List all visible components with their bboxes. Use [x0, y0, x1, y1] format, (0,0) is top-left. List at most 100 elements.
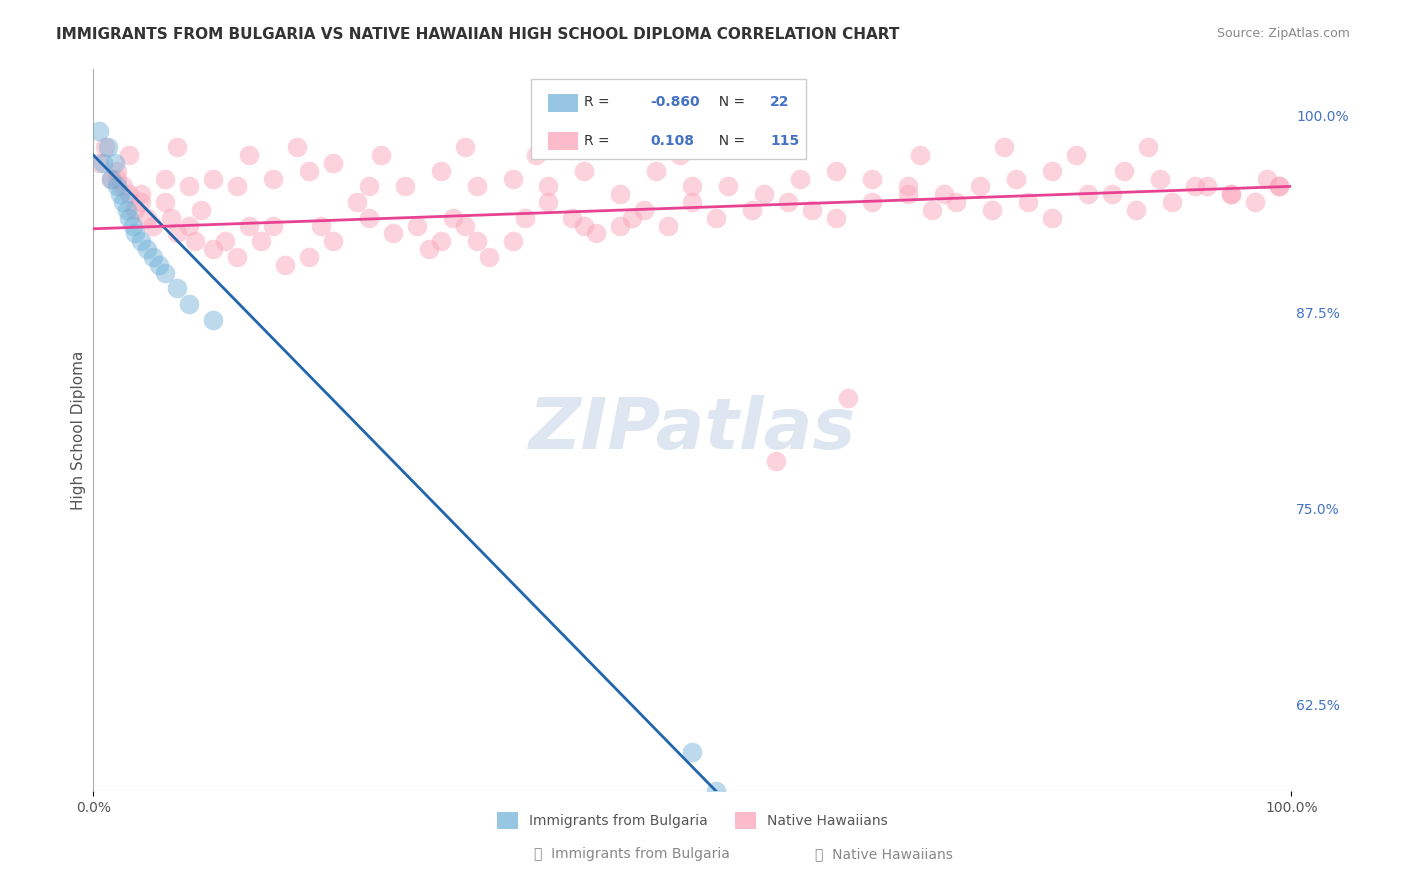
Point [298, 250, 321, 264]
Point [1220, 187, 1243, 202]
Point [177, 179, 200, 194]
Text: R =: R = [585, 134, 614, 148]
Text: R =: R = [585, 95, 614, 110]
Point [322, 156, 344, 170]
Point [502, 171, 524, 186]
Point [969, 179, 991, 194]
Point [121, 219, 143, 233]
Point [142, 219, 165, 233]
Point [993, 140, 1015, 154]
Point [1064, 148, 1087, 162]
Text: ⬛  Immigrants from Bulgaria: ⬛ Immigrants from Bulgaria [534, 847, 730, 861]
Point [1256, 171, 1278, 186]
Point [153, 171, 176, 186]
Point [945, 195, 967, 210]
Point [465, 179, 488, 194]
Point [598, 140, 620, 154]
Point [801, 202, 824, 217]
Point [609, 187, 631, 202]
Point [921, 202, 943, 217]
Point [201, 171, 224, 186]
Point [1197, 179, 1219, 194]
Point [142, 250, 165, 264]
Point [322, 235, 344, 249]
Point [136, 211, 159, 225]
Point [238, 219, 260, 233]
Point [394, 179, 416, 194]
Point [741, 202, 763, 217]
Text: ⬛  Native Hawaiians: ⬛ Native Hawaiians [815, 847, 953, 861]
Point [585, 227, 607, 241]
Point [381, 227, 404, 241]
Point [752, 187, 775, 202]
Point [153, 266, 176, 280]
Point [932, 187, 955, 202]
Point [789, 171, 811, 186]
Point [124, 227, 146, 241]
Legend: Immigrants from Bulgaria, Native Hawaiians: Immigrants from Bulgaria, Native Hawaiia… [491, 807, 893, 835]
Point [537, 195, 560, 210]
Point [274, 258, 297, 272]
Point [166, 281, 188, 295]
Point [105, 179, 128, 194]
Point [89, 156, 111, 170]
Point [250, 235, 273, 249]
Point [160, 211, 183, 225]
Point [441, 211, 464, 225]
Point [177, 219, 200, 233]
Point [91, 156, 114, 170]
Point [112, 195, 135, 210]
Point [609, 219, 631, 233]
Point [1149, 171, 1171, 186]
Point [136, 242, 159, 256]
Point [105, 163, 128, 178]
Point [908, 148, 931, 162]
Point [129, 195, 152, 210]
Point [405, 219, 427, 233]
Point [704, 784, 727, 798]
FancyBboxPatch shape [530, 79, 806, 159]
Point [621, 211, 644, 225]
Point [1101, 187, 1123, 202]
Point [262, 171, 284, 186]
Point [285, 140, 308, 154]
Point [148, 258, 170, 272]
Point [825, 211, 848, 225]
Point [645, 163, 668, 178]
Point [1040, 163, 1063, 178]
Point [1160, 195, 1182, 210]
Point [184, 235, 207, 249]
Point [704, 211, 727, 225]
Point [1244, 195, 1267, 210]
Point [370, 148, 392, 162]
Text: Source: ZipAtlas.com: Source: ZipAtlas.com [1216, 27, 1350, 40]
Point [837, 392, 859, 406]
FancyBboxPatch shape [548, 94, 578, 112]
Point [1268, 179, 1291, 194]
Point [1004, 171, 1026, 186]
Point [166, 140, 188, 154]
Point [94, 140, 117, 154]
Point [860, 171, 883, 186]
Point [118, 148, 141, 162]
Point [537, 179, 560, 194]
Point [657, 219, 679, 233]
Point [1125, 202, 1147, 217]
Text: 115: 115 [770, 134, 800, 148]
Text: N =: N = [710, 95, 749, 110]
Text: 0.108: 0.108 [651, 134, 695, 148]
Point [214, 235, 236, 249]
Point [346, 195, 368, 210]
Point [574, 163, 596, 178]
Y-axis label: High School Diploma: High School Diploma [72, 351, 86, 509]
Text: IMMIGRANTS FROM BULGARIA VS NATIVE HAWAIIAN HIGH SCHOOL DIPLOMA CORRELATION CHAR: IMMIGRANTS FROM BULGARIA VS NATIVE HAWAI… [56, 27, 900, 42]
Point [1220, 187, 1243, 202]
Point [825, 163, 848, 178]
Point [226, 179, 249, 194]
Point [118, 211, 141, 225]
Point [681, 179, 703, 194]
Point [105, 171, 128, 186]
Point [1136, 140, 1159, 154]
Point [1040, 211, 1063, 225]
Text: 22: 22 [770, 95, 790, 110]
